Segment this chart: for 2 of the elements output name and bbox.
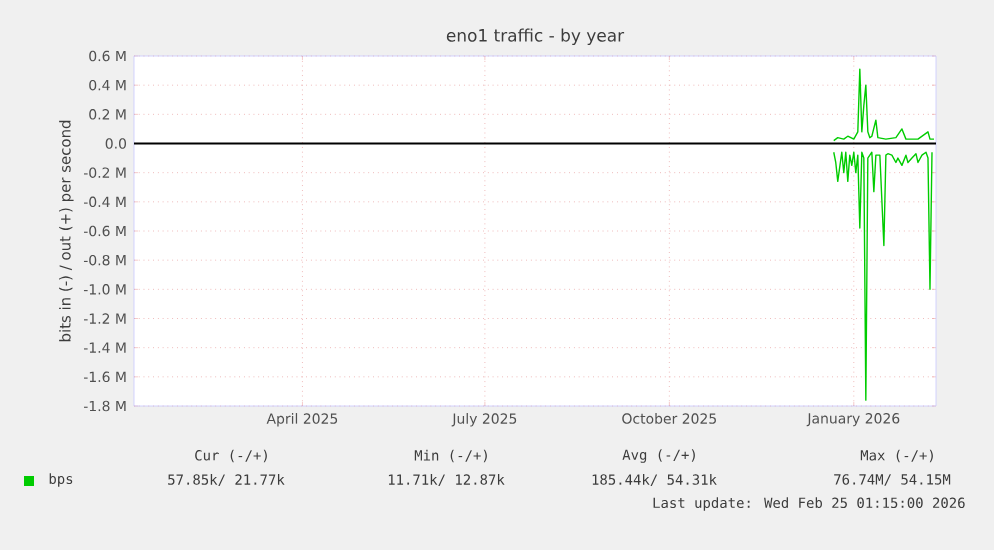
line-series (833, 68, 935, 142)
chart-title: eno1 traffic - by year (446, 28, 625, 45)
